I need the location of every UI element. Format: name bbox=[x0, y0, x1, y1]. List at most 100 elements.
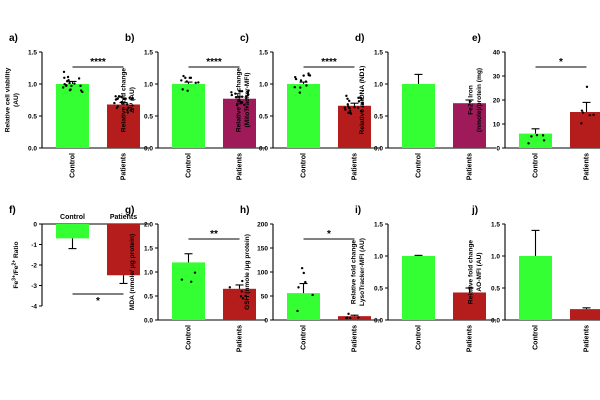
data-point bbox=[361, 105, 365, 108]
data-point bbox=[346, 97, 349, 100]
bar-patients bbox=[107, 224, 140, 276]
y-axis-label: Fe2+ Iron bbox=[468, 85, 475, 115]
x-category-label: Patients bbox=[467, 153, 474, 180]
y-tick-label: 0 bbox=[496, 145, 500, 152]
bar-patients bbox=[453, 103, 486, 148]
x-category-label: Patients bbox=[584, 153, 591, 180]
data-point bbox=[184, 76, 187, 80]
data-point bbox=[230, 93, 234, 97]
significance-label: **** bbox=[321, 57, 337, 68]
y-axis-label: (MitoTracker-MFI) bbox=[244, 73, 251, 128]
data-point bbox=[241, 279, 244, 283]
data-point bbox=[299, 86, 302, 89]
data-point bbox=[126, 111, 129, 114]
y-tick-label: 0.5 bbox=[144, 293, 153, 300]
data-point bbox=[357, 100, 361, 103]
y-tick-label: 1.5 bbox=[374, 221, 383, 228]
panel-label: g) bbox=[125, 205, 134, 216]
y-axis-label: LysoTracker-MFI (AU) bbox=[359, 238, 366, 306]
panel-label: a) bbox=[9, 33, 18, 44]
data-point bbox=[239, 295, 243, 298]
data-point bbox=[580, 109, 584, 112]
y-tick-label: -1 bbox=[31, 242, 37, 249]
data-point bbox=[346, 103, 350, 106]
y-tick-label: 0 bbox=[264, 317, 268, 324]
bar-patients bbox=[223, 288, 256, 320]
bar-patients bbox=[338, 316, 371, 320]
y-tick-label: 1.0 bbox=[374, 81, 383, 88]
chart-panel-g: g) MDA (nmole/ μg protein) 0.0 0.5 1.0 1.5 2.0… bbox=[125, 205, 266, 352]
data-point bbox=[353, 105, 356, 109]
x-category-label: Patients bbox=[121, 153, 128, 180]
y-tick-label: 0.0 bbox=[144, 145, 153, 152]
y-tick-label: 0.0 bbox=[28, 145, 37, 152]
data-point bbox=[347, 312, 350, 316]
panel-label: c) bbox=[240, 33, 249, 44]
data-point bbox=[66, 75, 70, 79]
data-point bbox=[541, 134, 545, 137]
data-point bbox=[348, 316, 352, 320]
bar-control bbox=[56, 224, 89, 239]
x-category-label: Patients bbox=[237, 325, 244, 352]
x-category-label: Patients bbox=[237, 153, 244, 180]
data-point bbox=[535, 133, 539, 137]
y-tick-label: 0.5 bbox=[374, 285, 383, 292]
y-axis-label: ΔΨ (AU) bbox=[129, 87, 136, 113]
x-category-label: Control bbox=[533, 325, 540, 350]
data-point bbox=[359, 109, 363, 113]
y-axis-label: Relative fold change bbox=[121, 68, 128, 132]
bar-control bbox=[287, 84, 320, 148]
y-tick-label: 0.5 bbox=[28, 113, 37, 120]
data-point bbox=[228, 286, 232, 289]
data-point bbox=[308, 74, 312, 77]
y-axis-label: MDA (nmole/ μg protein) bbox=[129, 234, 136, 310]
data-point bbox=[344, 108, 347, 111]
y-tick-label: 0.5 bbox=[144, 113, 153, 120]
data-point bbox=[348, 106, 351, 110]
bar-control bbox=[402, 84, 435, 148]
data-point bbox=[239, 90, 242, 93]
data-point bbox=[240, 95, 244, 98]
data-point bbox=[190, 280, 193, 284]
data-point bbox=[302, 271, 305, 275]
bar-control bbox=[56, 84, 89, 148]
y-tick-label: 1.0 bbox=[374, 253, 383, 260]
data-point bbox=[242, 103, 246, 107]
data-point bbox=[349, 112, 353, 115]
data-point bbox=[585, 85, 589, 89]
y-axis-label: (AU) bbox=[13, 93, 20, 107]
data-point bbox=[234, 96, 238, 99]
data-point bbox=[245, 106, 248, 109]
data-point bbox=[247, 89, 250, 92]
data-point bbox=[588, 114, 592, 117]
y-tick-label: 0.5 bbox=[491, 285, 500, 292]
data-point bbox=[81, 90, 84, 94]
data-point bbox=[296, 309, 299, 313]
panel-label: i) bbox=[355, 205, 361, 216]
bar-patients bbox=[107, 104, 140, 148]
data-point bbox=[61, 86, 65, 89]
data-point bbox=[186, 89, 189, 92]
significance-label: * bbox=[96, 296, 100, 307]
data-point bbox=[120, 100, 123, 104]
y-tick-label: 2.0 bbox=[144, 221, 153, 228]
data-point bbox=[70, 84, 73, 88]
data-point bbox=[128, 96, 131, 100]
y-tick-label: -2 bbox=[31, 262, 37, 269]
chart-panel-h: h) GSH (nmole /μg protein) 0 50 100 150 200 Con… bbox=[240, 205, 381, 352]
y-tick-label: 10 bbox=[493, 121, 501, 128]
bar-control bbox=[519, 256, 552, 320]
data-point bbox=[241, 297, 245, 300]
panel-label: e) bbox=[472, 33, 481, 44]
data-point bbox=[356, 106, 360, 109]
data-point bbox=[246, 93, 250, 97]
data-point bbox=[245, 97, 248, 100]
data-point bbox=[245, 95, 248, 98]
y-tick-label: 200 bbox=[257, 221, 268, 228]
data-point bbox=[185, 80, 188, 83]
data-point bbox=[181, 88, 184, 91]
x-category-label: Control bbox=[60, 214, 85, 221]
data-point bbox=[527, 142, 530, 145]
y-axis-label: Fe3+/Fe2+ Ratio bbox=[12, 242, 21, 289]
